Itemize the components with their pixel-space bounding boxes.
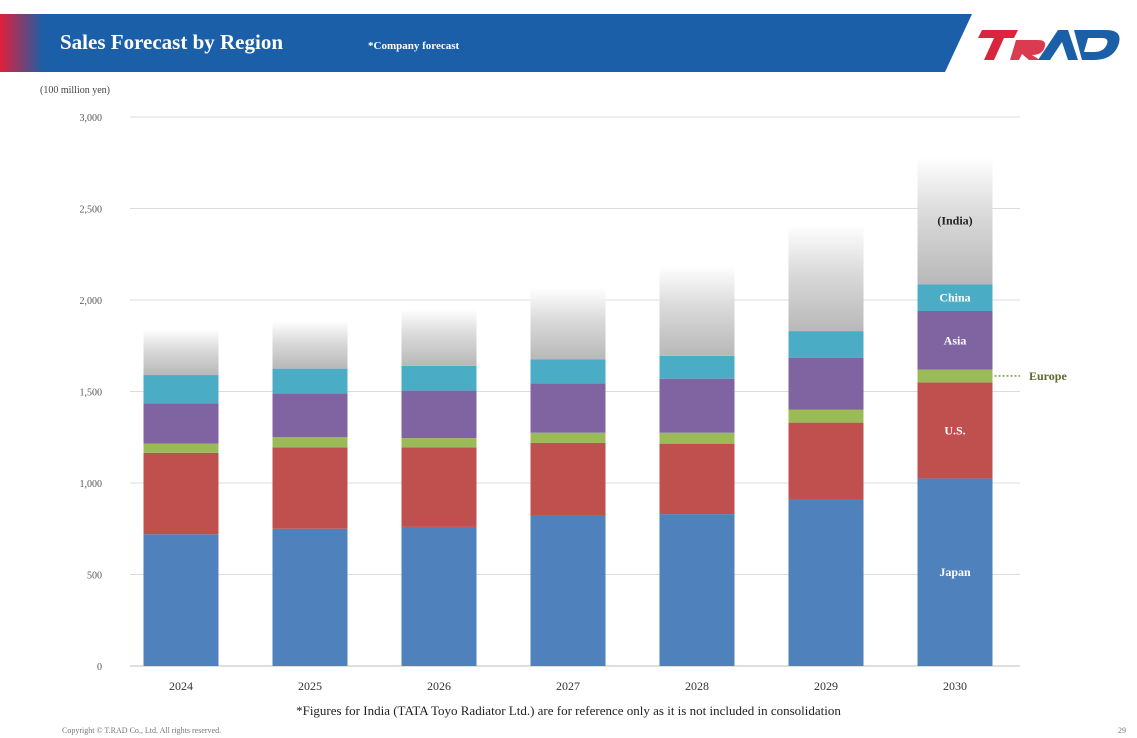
- title-banner: [0, 14, 972, 72]
- segment-label-u-s: U.S.: [944, 423, 965, 437]
- bar-segment-china-2025: [272, 368, 348, 394]
- bar-segment-india-2026: [401, 309, 477, 366]
- footnote: *Figures for India (TATA Toyo Radiator L…: [296, 703, 841, 718]
- y-axis-unit-label: (100 million yen): [40, 85, 110, 96]
- bar-segment-india-2027: [530, 288, 606, 360]
- bar-segment-europe-2027: [530, 432, 606, 443]
- copyright: Copyright © T.RAD Co., Ltd. All rights r…: [62, 726, 222, 735]
- trad-logo: [978, 30, 1120, 60]
- x-tick-label: 2028: [685, 679, 709, 693]
- bar-segment-india-2029: [788, 224, 864, 332]
- y-tick-label: 2,000: [80, 296, 103, 307]
- segment-label-europe: Europe: [1029, 369, 1067, 383]
- bar-segment-u-s-2025: [272, 447, 348, 529]
- bar-segment-asia-2030: [917, 310, 993, 370]
- bar-segment-asia-2024: [143, 403, 219, 444]
- bar-segment-india-2025: [272, 321, 348, 369]
- bar-segment-europe-2028: [659, 432, 735, 444]
- bar-segment-india-2030: [917, 156, 993, 285]
- segment-labels: Japan U.S. Europe Asia China (India): [937, 213, 1067, 579]
- bar-segment-u-s-2028: [659, 443, 735, 515]
- page-title: Sales Forecast by Region: [60, 30, 284, 54]
- y-tick-label: 2,500: [80, 205, 103, 216]
- bar-segment-japan-2025: [272, 528, 348, 666]
- x-axis-ticks: 2024 2025 2026 2027 2028 2029 2030: [169, 679, 967, 693]
- bar-segment-india-2028: [659, 266, 735, 356]
- bar-segment-japan-2029: [788, 499, 864, 666]
- bar-segment-japan-2024: [143, 534, 219, 666]
- bar-segment-u-s-2024: [143, 452, 219, 535]
- x-tick-label: 2025: [298, 679, 322, 693]
- bar-segment-china-2026: [401, 365, 477, 391]
- bar-segment-japan-2030: [917, 478, 993, 666]
- page-number: 29: [1118, 726, 1126, 735]
- bar-segment-u-s-2027: [530, 442, 606, 516]
- bar-segment-europe-2030: [917, 369, 993, 383]
- y-tick-label: 1,000: [80, 479, 103, 490]
- x-tick-label: 2030: [943, 679, 967, 693]
- y-tick-label: 500: [87, 571, 102, 582]
- bar-segment-asia-2026: [401, 390, 477, 439]
- bar-segment-asia-2028: [659, 378, 735, 433]
- bar-segment-asia-2025: [272, 393, 348, 438]
- page-subtitle: *Company forecast: [368, 40, 460, 52]
- bar-segment-europe-2025: [272, 437, 348, 448]
- bar-segment-japan-2027: [530, 515, 606, 666]
- bar-segment-india-2024: [143, 329, 219, 376]
- y-tick-label: 3,000: [80, 113, 103, 124]
- bar-segment-europe-2024: [143, 443, 219, 453]
- bar-segment-europe-2029: [788, 409, 864, 423]
- bar-segment-japan-2028: [659, 514, 735, 666]
- bar-segment-china-2030: [917, 284, 993, 311]
- y-tick-label: 0: [97, 662, 102, 673]
- y-axis-ticks: 0 500 1,000 1,500 2,000 2,500 3,000: [80, 113, 103, 673]
- segment-label-asia: Asia: [944, 333, 967, 347]
- bar-segment-china-2028: [659, 355, 735, 379]
- bar-segment-asia-2029: [788, 357, 864, 410]
- segment-label-china: China: [939, 291, 970, 305]
- x-tick-label: 2027: [556, 679, 580, 693]
- bar-segment-asia-2027: [530, 383, 606, 433]
- segment-label-india: (India): [937, 213, 972, 227]
- bar-segment-japan-2026: [401, 526, 477, 666]
- segment-label-japan: Japan: [939, 565, 971, 579]
- x-tick-label: 2024: [169, 679, 193, 693]
- bar-segment-u-s-2029: [788, 422, 864, 500]
- bar-segment-u-s-2026: [401, 447, 477, 527]
- bar-segment-china-2027: [530, 359, 606, 384]
- bar-segment-china-2024: [143, 375, 219, 404]
- bar-segment-u-s-2030: [917, 382, 993, 479]
- x-tick-label: 2029: [814, 679, 838, 693]
- bar-segment-europe-2026: [401, 438, 477, 448]
- bar-segment-china-2029: [788, 331, 864, 358]
- x-tick-label: 2026: [427, 679, 451, 693]
- y-tick-label: 1,500: [80, 388, 103, 399]
- bars: [143, 156, 993, 666]
